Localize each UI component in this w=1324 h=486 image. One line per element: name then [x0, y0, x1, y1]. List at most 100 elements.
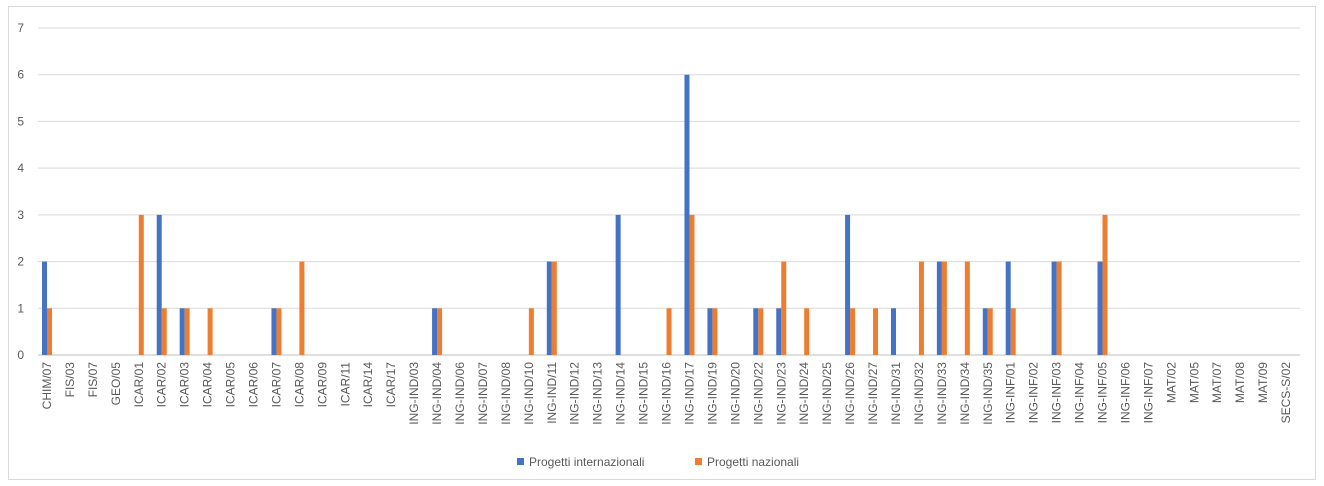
bar-progetti-nazionali — [873, 308, 879, 355]
x-tick-label: ING-IND/22 — [751, 362, 765, 425]
x-tick-label: ING-INF/01 — [1004, 362, 1018, 424]
bar-progetti-internazionali — [156, 214, 162, 355]
y-tick-label: 2 — [17, 255, 24, 269]
y-tick-label: 7 — [17, 21, 24, 35]
x-tick-label: ING-IND/16 — [660, 362, 674, 425]
x-tick-label: ING-INF/07 — [1141, 362, 1155, 424]
bar-progetti-nazionali — [781, 261, 787, 355]
x-tick-label: ING-IND/20 — [728, 362, 742, 425]
bar-progetti-internazionali — [684, 74, 690, 355]
bar-progetti-internazionali — [707, 308, 713, 355]
bar-progetti-nazionali — [437, 308, 443, 355]
bar-progetti-nazionali — [207, 308, 213, 355]
x-tick-label: ING-IND/11 — [545, 362, 559, 424]
bar-progetti-internazionali — [982, 308, 988, 355]
bar-progetti-internazionali — [753, 308, 759, 355]
x-tick-label: FIS/03 — [63, 362, 77, 398]
x-tick-label: CHIM/07 — [40, 362, 54, 410]
x-tick-label: ING-IND/04 — [430, 362, 444, 425]
x-tick-label: ING-IND/17 — [682, 362, 696, 425]
bar-progetti-nazionali — [689, 214, 695, 355]
x-tick-label: ING-IND/14 — [614, 362, 628, 425]
bar-progetti-nazionali — [1010, 308, 1016, 355]
x-tick-label: ING-IND/26 — [843, 362, 857, 425]
x-tick-label: MAT/08 — [1233, 362, 1247, 403]
x-tick-label: ICAR/03 — [178, 362, 192, 408]
bar-progetti-internazionali — [1097, 261, 1103, 355]
x-tick-label: ING-INF/02 — [1027, 362, 1041, 424]
y-axis-ticks: 0 1 2 3 4 5 6 7 — [17, 21, 24, 362]
x-tick-label: ICAR/05 — [224, 362, 238, 408]
bar-progetti-nazionali — [1056, 261, 1062, 355]
bar-progetti-internazionali — [271, 308, 277, 355]
y-tick-label: 1 — [17, 301, 24, 315]
x-tick-label: ING-IND/31 — [889, 362, 903, 425]
bar-progetti-nazionali — [161, 308, 167, 355]
x-tick-label: ING-IND/35 — [981, 362, 995, 425]
y-tick-label: 0 — [17, 348, 24, 362]
y-tick-label: 4 — [17, 161, 24, 175]
x-tick-label: ING-IND/13 — [591, 362, 605, 425]
gridlines — [38, 27, 1300, 356]
bar-progetti-internazionali — [1051, 261, 1057, 355]
bar-progetti-nazionali — [850, 308, 856, 355]
bar-progetti-nazionali — [941, 261, 947, 355]
x-tick-label: ING-INF/04 — [1073, 362, 1087, 424]
x-tick-label: ING-IND/25 — [820, 362, 834, 425]
bar-progetti-nazionali — [138, 214, 144, 355]
legend-swatch-nazionali — [695, 458, 702, 465]
x-tick-label: ICAR/02 — [155, 362, 169, 408]
legend-label-nazionali: Progetti nazionali — [707, 455, 799, 469]
x-tick-label: SECS-S/02 — [1279, 362, 1293, 424]
x-tick-label: ING-IND/24 — [797, 362, 811, 425]
bar-progetti-nazionali — [276, 308, 282, 355]
bar-progetti-nazionali — [964, 261, 970, 355]
bar-progetti-nazionali — [712, 308, 718, 355]
bar-progetti-nazionali — [804, 308, 810, 355]
bar-progetti-internazionali — [776, 308, 782, 355]
bar-progetti-internazionali — [42, 261, 47, 355]
x-tick-label: ING-IND/06 — [453, 362, 467, 425]
x-tick-label: ING-IND/03 — [407, 362, 421, 425]
bar-progetti-nazionali — [184, 308, 190, 355]
bar-progetti-internazionali — [432, 308, 438, 355]
bar-progetti-internazionali — [546, 261, 552, 355]
x-tick-label: GEO/05 — [109, 362, 123, 406]
x-tick-label: MAT/07 — [1210, 362, 1224, 403]
x-tick-label: MAT/02 — [1164, 362, 1178, 403]
x-tick-label: ICAR/07 — [269, 362, 283, 408]
y-tick-label: 5 — [17, 114, 24, 128]
x-tick-label: ICAR/11 — [338, 362, 352, 407]
x-tick-label: ING-IND/10 — [522, 362, 536, 425]
bar-progetti-nazionali — [1102, 214, 1108, 355]
chart-frame — [8, 6, 1316, 480]
legend-label-internazionali: Progetti internazionali — [529, 455, 644, 469]
bar-progetti-internazionali — [1005, 261, 1011, 355]
bar-progetti-nazionali — [666, 308, 672, 355]
y-tick-label: 3 — [17, 208, 24, 222]
y-tick-label: 6 — [17, 68, 24, 82]
bars — [42, 74, 1108, 355]
x-tick-label: ING-IND/32 — [912, 362, 926, 425]
x-tick-label: ICAR/04 — [201, 362, 215, 408]
bar-progetti-nazionali — [758, 308, 764, 355]
x-tick-label: ICAR/06 — [247, 362, 261, 408]
x-axis-ticks: CHIM/07 FIS/03 FIS/07 GEO/05 ICAR/01 ICAR/02 I… — [40, 362, 1293, 425]
bar-progetti-nazionali — [551, 261, 557, 355]
bar-progetti-internazionali — [890, 308, 896, 355]
bar-progetti-nazionali — [299, 261, 305, 355]
bar-progetti-internazionali — [936, 261, 942, 355]
x-tick-label: ICAR/17 — [384, 362, 398, 408]
bar-progetti-internazionali — [179, 308, 185, 355]
x-tick-label: ICAR/09 — [315, 362, 329, 408]
x-tick-label: ICAR/01 — [132, 362, 146, 408]
x-tick-label: ING-INF/06 — [1118, 362, 1132, 424]
bar-progetti-nazionali — [987, 308, 993, 355]
legend-swatch-internazionali — [517, 458, 524, 465]
x-tick-label: ING-IND/27 — [866, 362, 880, 425]
x-tick-label: ING-IND/15 — [637, 362, 651, 425]
x-tick-label: ICAR/08 — [292, 362, 306, 408]
x-tick-label: ING-IND/23 — [774, 362, 788, 425]
x-tick-label: MAT/05 — [1187, 362, 1201, 403]
